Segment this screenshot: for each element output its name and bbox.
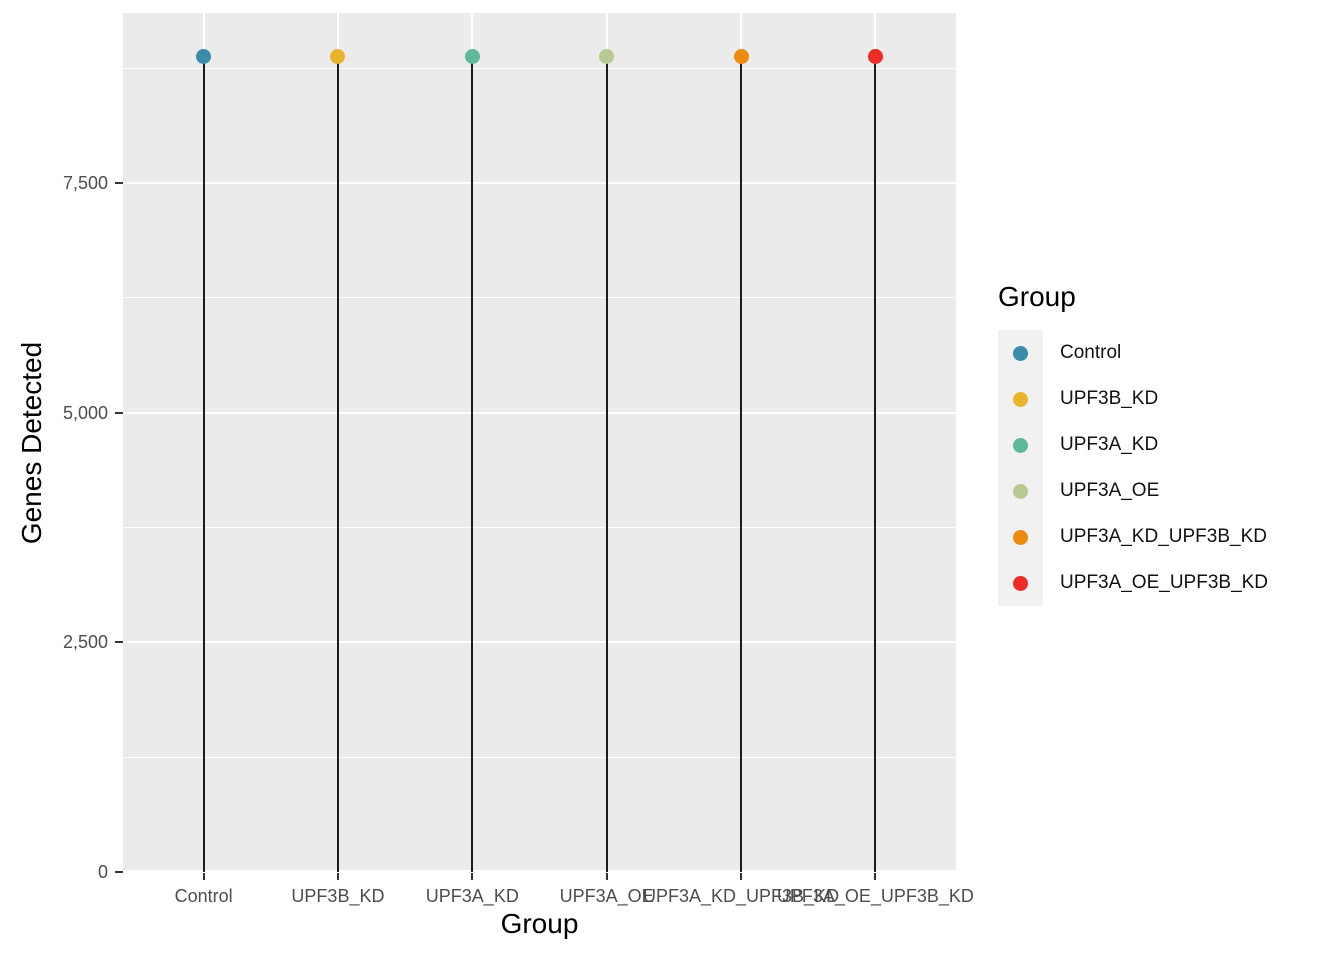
x-tick-label: UPF3A_KD_UPF3B_KD: [642, 886, 840, 906]
legend-entry: UPF3A_KD_UPF3B_KD: [998, 514, 1268, 560]
legend-key: [998, 376, 1043, 422]
y-tick: [115, 871, 123, 873]
y-tick-label: 2,500: [62, 632, 108, 653]
data-point: [867, 48, 883, 64]
legend-label: Control: [1060, 342, 1122, 363]
legend-key: [998, 560, 1043, 606]
data-point: [733, 48, 749, 64]
legend-label: UPF3A_KD: [1060, 434, 1159, 455]
x-tick: [336, 873, 339, 880]
stem: [874, 56, 877, 872]
legend-dot-icon: [1013, 391, 1028, 407]
data-point: [330, 48, 346, 64]
legend-label: UPF3A_OE_UPF3B_KD: [1060, 572, 1269, 593]
y-tick-label: 5,000: [62, 402, 108, 423]
x-tick-label: UPF3A_KD: [425, 886, 519, 906]
h-gridline-minor: [123, 67, 956, 69]
x-tick-label: UPF3A_OE: [559, 886, 654, 906]
data-point: [599, 48, 615, 64]
legend-label: UPF3B_KD: [1060, 388, 1159, 409]
legend-label: UPF3A_KD_UPF3B_KD: [1060, 526, 1267, 547]
legend-dot-icon: [1013, 575, 1028, 591]
y-tick-label: 0: [97, 862, 108, 882]
x-tick: [605, 873, 608, 880]
legend-key: [998, 468, 1043, 514]
legend-key: [998, 514, 1043, 560]
legend-key: [998, 422, 1043, 468]
legend-entry: Control: [998, 330, 1268, 376]
x-tick: [740, 873, 743, 880]
y-tick: [115, 641, 123, 644]
y-axis-title: Genes Detected: [16, 341, 47, 545]
stem: [336, 56, 339, 872]
legend-dot-icon: [1013, 345, 1028, 361]
legend: Group Control UPF3B_KD UPF3A_KD UPF3A_OE UPF…: [998, 281, 1268, 606]
legend-dot-icon: [1013, 529, 1028, 545]
x-tick: [471, 873, 474, 880]
legend-entry: UPF3A_OE_UPF3B_KD: [998, 560, 1268, 606]
legend-key: [998, 330, 1043, 376]
legend-entry: UPF3B_KD: [998, 376, 1268, 422]
data-point: [464, 48, 480, 64]
legend-dot-icon: [1013, 437, 1028, 453]
y-tick: [115, 181, 123, 184]
y-tick-label: 7,500: [62, 172, 108, 193]
x-tick: [202, 873, 205, 880]
stem: [471, 56, 474, 872]
legend-title: Group: [998, 281, 1076, 312]
stem: [202, 56, 205, 872]
x-tick-label: UPF3B_KD: [291, 886, 385, 906]
x-tick-label: Control: [174, 886, 233, 906]
legend-dot-icon: [1013, 483, 1028, 499]
h-gridline-minor: [123, 526, 956, 528]
y-tick: [115, 411, 123, 414]
legend-entries: Control UPF3B_KD UPF3A_KD UPF3A_OE UPF3A_KD_…: [998, 330, 1268, 606]
x-tick-label: UPF3A_OE_UPF3B_KD: [776, 886, 974, 906]
h-gridline-major: [123, 870, 956, 872]
legend-entry: UPF3A_OE: [998, 468, 1268, 514]
h-gridline-minor: [123, 756, 956, 758]
data-point: [196, 48, 212, 64]
h-gridline-major: [123, 411, 956, 414]
stem: [605, 56, 608, 872]
stem: [740, 56, 743, 872]
h-gridline-minor: [123, 297, 956, 299]
h-gridline-major: [123, 641, 956, 644]
h-gridline-major: [123, 181, 956, 184]
legend-label: UPF3A_OE: [1060, 480, 1160, 501]
plot-panel: [123, 13, 956, 872]
legend-entry: UPF3A_KD: [998, 422, 1268, 468]
x-axis-title: Group: [500, 908, 579, 939]
x-tick: [874, 873, 877, 880]
